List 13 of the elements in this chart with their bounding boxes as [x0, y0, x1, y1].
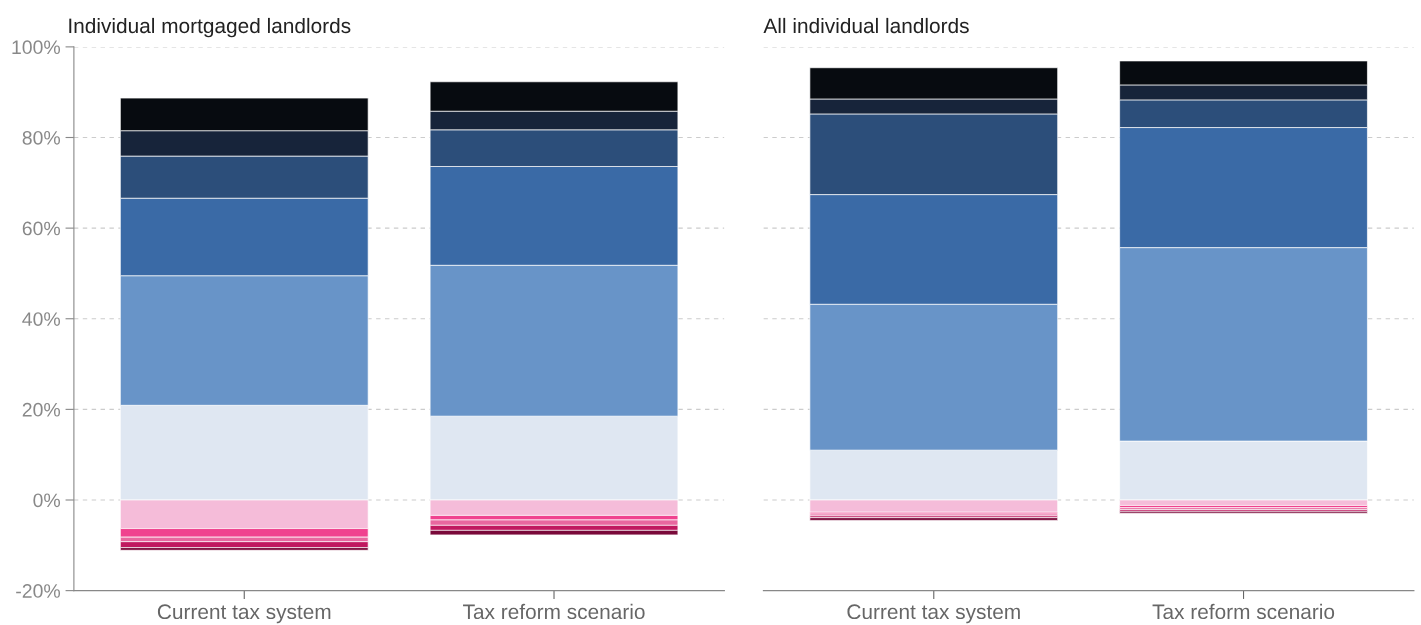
x-tick-label: Tax reform scenario — [463, 603, 645, 620]
y-tick-label: 20% — [22, 402, 61, 417]
y-tick-label: 80% — [22, 130, 61, 145]
chart-title: All individual landlords — [763, 17, 969, 34]
y-tick-label: 0% — [33, 493, 61, 508]
chart-title: Individual mortgaged landlords — [69, 17, 351, 38]
x-tick-label: Current tax system — [157, 604, 331, 624]
x-tick-label: Current tax system — [847, 604, 1020, 624]
y-tick-label: -20% — [16, 584, 61, 598]
y-tick-label: 100% — [12, 40, 61, 55]
y-tick-label: 60% — [22, 221, 61, 236]
y-tick-label: 40% — [22, 312, 61, 326]
x-tick-label: Tax reform scenario — [1152, 603, 1335, 620]
